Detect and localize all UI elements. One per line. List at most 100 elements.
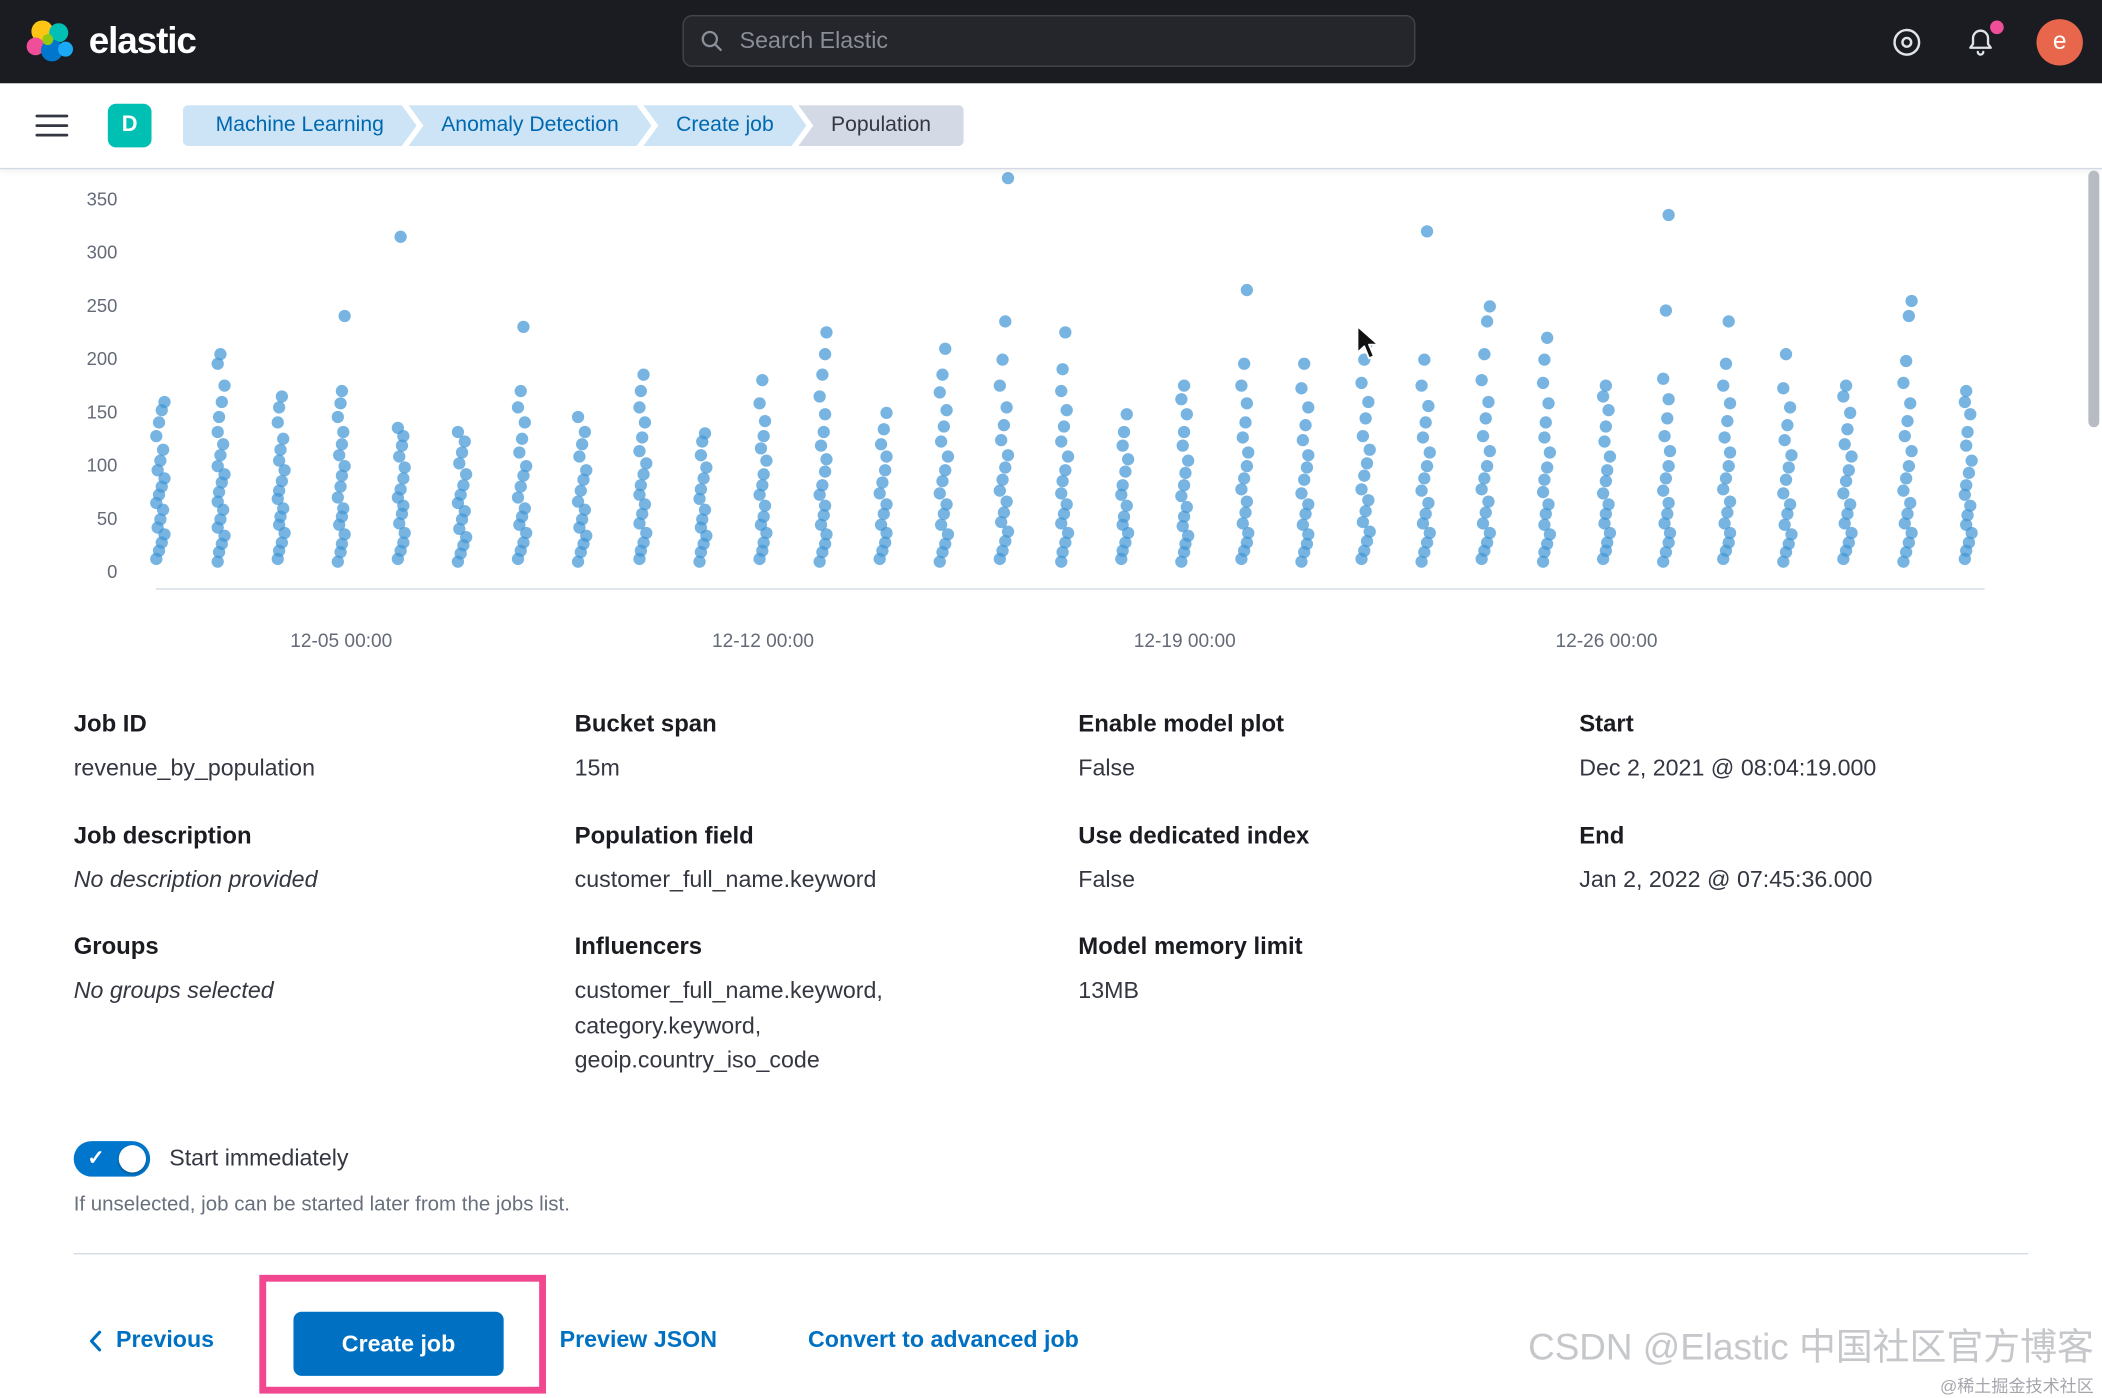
- scatter-point: [212, 459, 225, 472]
- scatter-point: [1056, 546, 1070, 559]
- scatter-point: [1302, 528, 1316, 541]
- space-avatar[interactable]: D: [107, 103, 152, 148]
- user-avatar[interactable]: e: [2036, 18, 2083, 65]
- scatter-point: [1361, 395, 1375, 408]
- global-search[interactable]: [682, 15, 1416, 67]
- scatter-point: [514, 384, 527, 398]
- field-label: Model memory limit: [1078, 932, 1303, 960]
- scatter-point: [576, 437, 589, 451]
- summary-column-1: Job ID revenue_by_population Job descrip…: [74, 710, 575, 1113]
- logo-text: elastic: [88, 20, 197, 62]
- scatter-point: [695, 482, 708, 496]
- scatter-point: [1597, 517, 1611, 531]
- notifications-bell-icon[interactable]: [1963, 19, 2004, 59]
- scatter-point: [754, 442, 767, 455]
- y-axis-tick-label: 150: [86, 401, 118, 423]
- scatter-point: [1177, 478, 1190, 491]
- job-summary: Job ID revenue_by_population Job descrip…: [74, 710, 2030, 1113]
- scatter-point: [573, 450, 586, 464]
- breadcrumb-anomaly-detection[interactable]: Anomaly Detection: [408, 105, 651, 146]
- scatter-point: [1182, 453, 1195, 467]
- scatter-point: [1842, 463, 1855, 476]
- breadcrumb-machine-learning[interactable]: Machine Learning: [183, 105, 417, 146]
- scatter-point: [1719, 472, 1732, 485]
- scatter-point: [333, 480, 347, 493]
- scatter-point: [1059, 463, 1072, 476]
- field-value: Jan 2, 2022 @ 07:45:36.000: [1579, 866, 1873, 892]
- elastic-logo[interactable]: elastic: [25, 17, 197, 66]
- scatter-point: [1777, 486, 1790, 500]
- field-value: No description provided: [73, 866, 318, 892]
- previous-button[interactable]: Previous: [87, 1327, 214, 1354]
- scatter-point: [937, 508, 950, 521]
- scatter-point: [1783, 400, 1796, 414]
- scatter-point: [1418, 352, 1431, 366]
- scatter-point: [1543, 528, 1557, 541]
- scatter-point: [1235, 483, 1248, 497]
- scatter-point: [995, 515, 1008, 528]
- scatter-point: [1418, 472, 1431, 485]
- scatter-point: [396, 472, 409, 485]
- convert-to-advanced-job-link[interactable]: Convert to advanced job: [808, 1326, 1079, 1353]
- scatter-point: [394, 230, 407, 243]
- header-actions: e: [1889, 0, 2083, 83]
- scatter-point: [1181, 500, 1194, 514]
- scatter-point: [1302, 448, 1316, 461]
- scatter-point: [878, 463, 891, 476]
- breadcrumb-create-job[interactable]: Create job: [643, 105, 806, 146]
- scatter-point: [217, 437, 230, 451]
- scatter-point: [760, 455, 773, 468]
- scatter-point: [818, 538, 831, 551]
- scatter-point: [1297, 474, 1311, 487]
- scatter-point: [638, 416, 652, 429]
- scatter-point: [1242, 526, 1255, 539]
- create-job-button[interactable]: Create job: [293, 1311, 504, 1376]
- search-input[interactable]: [736, 25, 1398, 56]
- scatter-point: [1417, 431, 1430, 444]
- scatter-point: [755, 374, 768, 387]
- scatter-point: [1658, 517, 1671, 531]
- scatter-point: [694, 448, 707, 461]
- preview-json-link[interactable]: Preview JSON: [559, 1326, 717, 1353]
- scatter-point: [938, 342, 952, 355]
- scatter-point: [1902, 459, 1916, 472]
- scatter-point: [1356, 515, 1370, 528]
- scatter-point: [214, 448, 227, 461]
- scatter-point: [517, 469, 530, 483]
- scatter-point: [637, 467, 650, 481]
- scatter-point: [940, 497, 953, 510]
- scatter-point: [1540, 416, 1553, 429]
- scatter-point: [1837, 486, 1850, 500]
- scatter-point: [1779, 474, 1793, 487]
- scatter-point: [814, 518, 827, 532]
- x-axis-tick-label: 12-05 00:00: [290, 629, 393, 652]
- scatter-point: [1722, 459, 1735, 472]
- deployment-icon[interactable]: [1889, 24, 1924, 59]
- scatter-point: [274, 443, 288, 456]
- scatter-point: [937, 420, 950, 434]
- scatter-point: [938, 538, 952, 551]
- scatter-point: [815, 368, 829, 382]
- scatter-point: [1538, 352, 1552, 366]
- scatter-point: [1656, 371, 1670, 385]
- scatter-point: [1843, 497, 1857, 510]
- scatter-point: [1838, 437, 1852, 451]
- scatter-point: [399, 461, 412, 474]
- scatter-point: [1604, 527, 1617, 540]
- x-axis-tick-label: 12-26 00:00: [1555, 629, 1658, 652]
- menu-hamburger-icon[interactable]: [35, 108, 69, 143]
- scatter-point: [1597, 435, 1611, 449]
- scatter-point: [1483, 299, 1496, 312]
- scatter-point: [1478, 472, 1491, 485]
- scatter-point: [1056, 475, 1070, 488]
- scatter-point: [1964, 408, 1977, 421]
- start-immediately-toggle[interactable]: ✓: [73, 1141, 151, 1177]
- scatter-point: [512, 491, 525, 504]
- vertical-scrollbar-thumb[interactable]: [2088, 170, 2100, 428]
- scatter-point: [1178, 510, 1191, 523]
- scatter-point: [337, 425, 350, 438]
- scatter-point: [753, 489, 766, 502]
- scatter-point: [392, 450, 406, 464]
- scatter-point: [456, 478, 470, 491]
- scatter-point: [820, 528, 834, 541]
